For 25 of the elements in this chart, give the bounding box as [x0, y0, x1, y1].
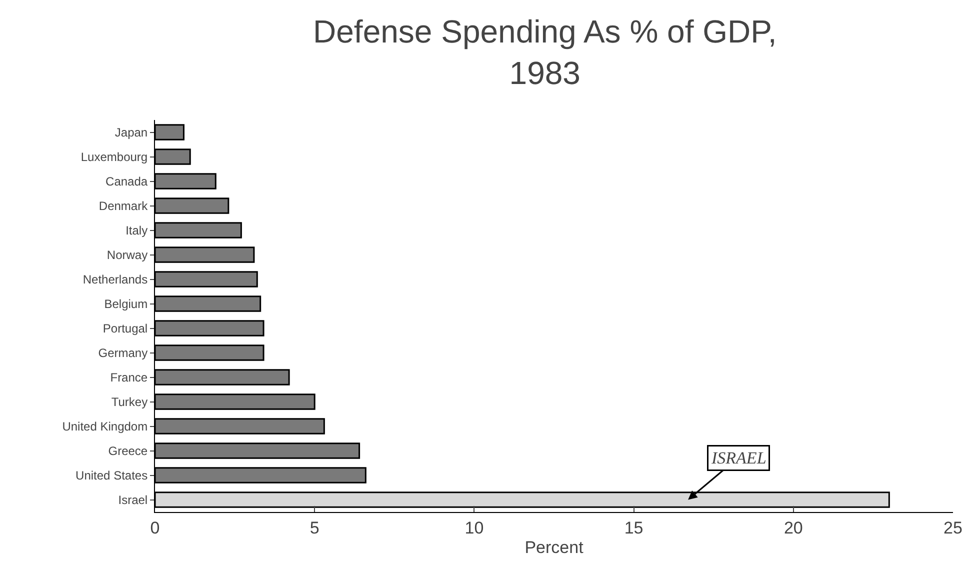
y-tick-label: Japan — [114, 125, 148, 140]
x-tick-label: 15 — [624, 518, 644, 538]
y-tick-label: Luxembourg — [80, 150, 148, 164]
chart-title: Defense Spending As % of GDP, 1983 — [313, 14, 777, 92]
x-tick-label: 25 — [944, 518, 962, 538]
x-tick-label: 10 — [464, 518, 484, 538]
y-tick-label: Israel — [118, 492, 148, 507]
y-tick-label: United States — [76, 468, 148, 482]
y-tick-label: Netherlands — [82, 272, 148, 286]
y-tick-label: Norway — [106, 248, 148, 262]
y-tick-label: Canada — [106, 174, 148, 188]
y-tick-label: Portugal — [102, 321, 148, 336]
y-tick-label: United Kingdom — [62, 419, 148, 434]
annotation: ISRAEL — [710, 448, 766, 468]
y-tick-label: France — [110, 370, 148, 384]
y-tick-label: Turkey — [111, 394, 148, 409]
y-tick-label: Germany — [98, 346, 148, 360]
x-tick-label: 5 — [310, 518, 320, 538]
y-tick-label: Denmark — [98, 198, 149, 213]
y-tick-label: Belgium — [104, 296, 148, 311]
y-tick-label: Italy — [126, 223, 148, 238]
y-tick-label: Greece — [108, 444, 148, 458]
x-axis-title: Percent — [524, 538, 584, 557]
x-tick-label: 20 — [784, 518, 803, 538]
x-tick-label: 0 — [150, 518, 160, 538]
